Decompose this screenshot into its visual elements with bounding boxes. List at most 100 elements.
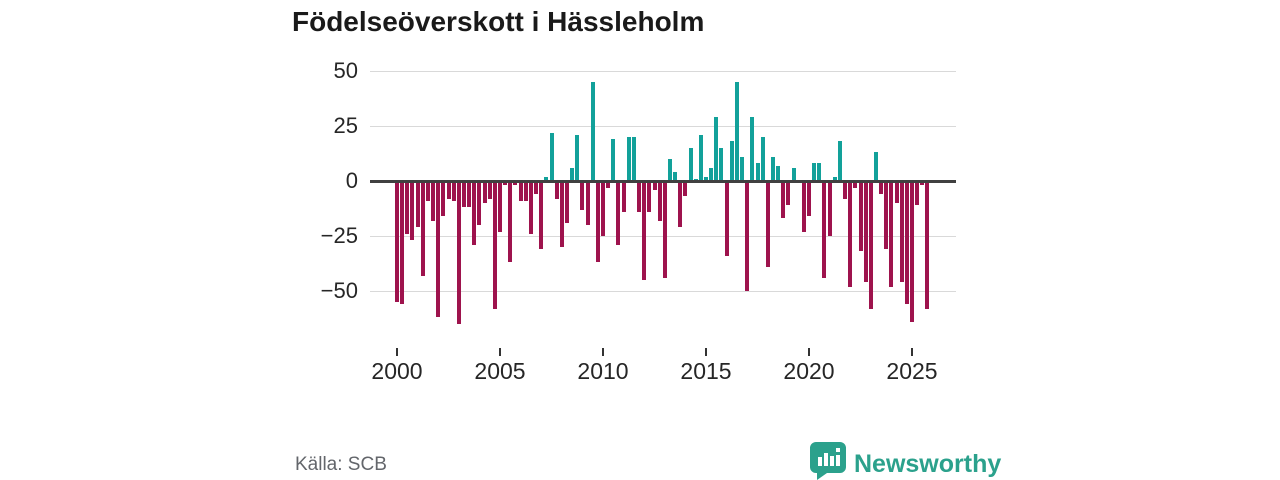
bar xyxy=(853,181,858,188)
y-tick-label: −25 xyxy=(320,223,358,248)
bar xyxy=(848,181,853,287)
bar xyxy=(678,181,683,228)
bar xyxy=(714,117,719,181)
bar xyxy=(652,181,657,190)
bar xyxy=(564,181,569,223)
y-tick-label: 50 xyxy=(333,58,358,83)
bar xyxy=(456,181,461,324)
bar xyxy=(405,181,410,234)
bar xyxy=(508,181,513,263)
bar xyxy=(498,181,502,232)
bar xyxy=(760,137,765,181)
bar xyxy=(631,137,636,181)
bar xyxy=(467,181,472,208)
bar xyxy=(400,181,405,305)
bar xyxy=(544,176,549,181)
bar xyxy=(626,137,631,181)
bar xyxy=(621,181,626,212)
bar xyxy=(770,156,775,181)
bar xyxy=(611,139,616,181)
x-tick-mark xyxy=(911,348,913,356)
bar xyxy=(482,181,487,203)
bar xyxy=(801,181,806,232)
bar xyxy=(904,181,909,305)
x-tick-label: 2000 xyxy=(371,358,423,384)
bar xyxy=(776,165,781,181)
zero-line xyxy=(370,180,956,183)
bar xyxy=(858,181,863,252)
bar xyxy=(817,163,822,181)
bar xyxy=(657,181,662,221)
bar xyxy=(832,176,837,181)
bar xyxy=(616,181,621,245)
bar xyxy=(709,167,714,181)
bar xyxy=(920,181,925,186)
x-tick-mark xyxy=(808,348,810,356)
bar xyxy=(590,82,595,181)
bar xyxy=(420,181,425,276)
bar xyxy=(915,181,920,206)
newsworthy-logo-icon xyxy=(810,442,846,480)
bar xyxy=(601,181,605,236)
bar xyxy=(441,181,446,217)
bar xyxy=(539,181,544,250)
x-tick-mark xyxy=(499,348,501,356)
bar xyxy=(755,163,760,181)
bar xyxy=(868,181,873,309)
bar xyxy=(837,141,842,181)
bar xyxy=(704,176,708,181)
x-tick-label: 2025 xyxy=(886,358,938,384)
x-tick-mark xyxy=(396,348,398,356)
bar xyxy=(807,181,811,217)
bar xyxy=(415,181,420,228)
bar xyxy=(642,181,647,280)
bar xyxy=(559,181,564,247)
bar xyxy=(528,181,533,234)
bar xyxy=(889,181,894,287)
bar xyxy=(585,181,590,225)
bar xyxy=(791,167,796,181)
x-tick-mark xyxy=(602,348,604,356)
bar xyxy=(827,181,832,236)
bar xyxy=(786,181,791,206)
x-tick-label: 2020 xyxy=(783,358,835,384)
bar xyxy=(740,156,745,181)
bar xyxy=(580,181,585,210)
bar xyxy=(606,181,611,188)
bar xyxy=(647,181,652,212)
bar xyxy=(575,134,580,181)
bar xyxy=(693,178,698,181)
bar xyxy=(698,134,703,181)
bar xyxy=(734,82,739,181)
bar xyxy=(729,141,734,181)
gridline xyxy=(370,126,956,127)
bar xyxy=(436,181,441,318)
bar xyxy=(487,181,492,199)
bar xyxy=(554,181,559,199)
bar xyxy=(863,181,868,283)
bar xyxy=(765,181,770,267)
x-tick-label: 2010 xyxy=(577,358,629,384)
bar xyxy=(822,181,827,278)
bar xyxy=(673,172,678,181)
bar xyxy=(899,181,904,283)
bar xyxy=(873,152,878,181)
bar xyxy=(395,181,399,302)
bar xyxy=(781,181,786,219)
bar xyxy=(884,181,889,250)
bar xyxy=(637,181,642,212)
bar xyxy=(534,181,539,195)
bar xyxy=(925,181,930,309)
bar xyxy=(477,181,482,225)
bar xyxy=(812,163,817,181)
source-note: Källa: SCB xyxy=(295,454,387,475)
gridline xyxy=(370,71,956,72)
bar xyxy=(843,181,848,199)
bar xyxy=(595,181,600,263)
bar xyxy=(719,148,724,181)
y-tick-label: 25 xyxy=(333,113,358,138)
bar xyxy=(503,181,508,186)
chart-title: Födelseöverskott i Hässleholm xyxy=(292,6,705,37)
bar xyxy=(745,181,750,291)
